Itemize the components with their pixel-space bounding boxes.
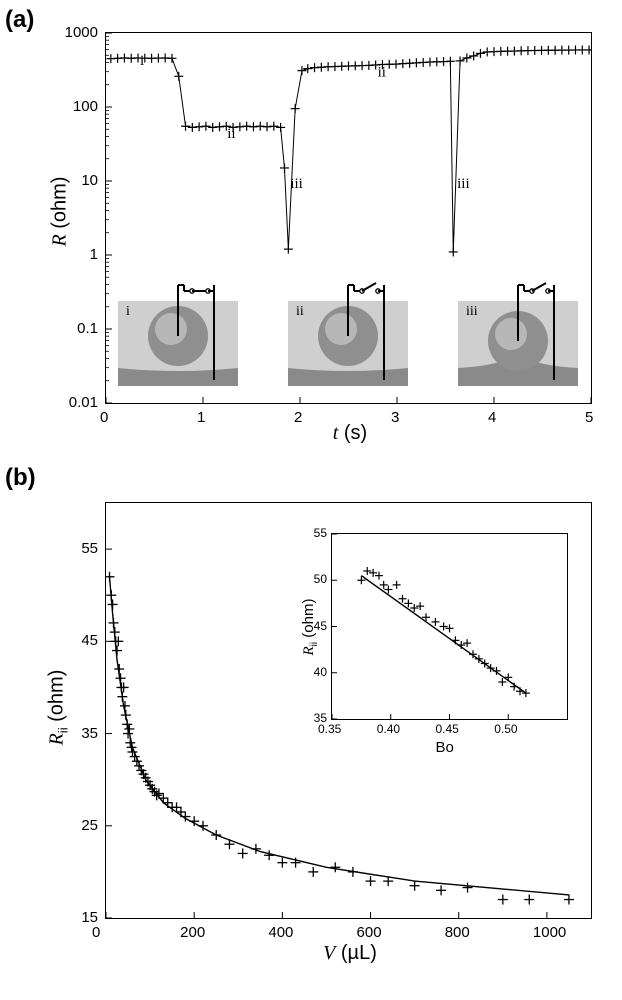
svg-text:i: i <box>140 53 144 69</box>
chart-a-xtick: 0 <box>100 409 108 426</box>
chart-b-inset-xtick: 0.50 <box>494 722 517 736</box>
chart-b-box: 0.350.400.450.503540455055Rii (ohm)Bo 02… <box>105 502 592 919</box>
inset-diagram-i: i <box>118 281 238 386</box>
chart-a-xtick: 1 <box>197 409 205 426</box>
chart-a-xtick: 2 <box>294 409 302 426</box>
chart-b-xtick: 400 <box>268 924 293 941</box>
chart-b-inset-svg <box>332 534 567 719</box>
svg-text:ii: ii <box>227 126 235 142</box>
chart-a-ytick: 0.01 <box>58 394 98 411</box>
svg-text:ii: ii <box>378 64 386 80</box>
chart-a-xtick: 4 <box>488 409 496 426</box>
chart-b-x-title: V (µL) <box>300 942 400 965</box>
chart-b-inset-ytick: 35 <box>305 711 327 725</box>
chart-a-xtick: 3 <box>391 409 399 426</box>
chart-b-ytick: 35 <box>68 725 98 742</box>
chart-b-inset-xtick: 0.40 <box>377 722 400 736</box>
chart-b-inset-ytick: 55 <box>305 526 327 540</box>
chart-a-box: iiiiiiiiiii i ii iii 0123450.010.1110100… <box>105 32 592 404</box>
svg-text:iii: iii <box>290 176 303 192</box>
panel-a-label: (a) <box>5 6 34 34</box>
svg-text:i: i <box>126 304 130 319</box>
chart-b-ytick: 25 <box>68 817 98 834</box>
inset-diagram-ii: ii <box>288 281 408 386</box>
svg-text:iii: iii <box>457 176 470 192</box>
chart-b-xtick: 800 <box>445 924 470 941</box>
chart-a-ytick: 100 <box>58 98 98 115</box>
chart-b-inset-box: 0.350.400.450.503540455055Rii (ohm)Bo <box>331 533 568 720</box>
chart-a-x-title: t (s) <box>310 422 390 445</box>
chart-b-xtick: 1000 <box>533 924 566 941</box>
chart-a-y-title: R (ohm) <box>49 172 72 252</box>
panel-b-label: (b) <box>5 464 36 492</box>
chart-b-xtick: 0 <box>92 924 100 941</box>
svg-text:ii: ii <box>296 304 304 319</box>
chart-b-xtick: 200 <box>180 924 205 941</box>
chart-b-xtick: 600 <box>357 924 382 941</box>
chart-b-inset-x-title: Bo <box>436 739 454 756</box>
chart-a-ytick: 0.1 <box>58 320 98 337</box>
chart-a-xtick: 5 <box>585 409 593 426</box>
inset-diagram-iii: iii <box>458 281 578 386</box>
chart-a-ytick: 1000 <box>58 24 98 41</box>
svg-text:iii: iii <box>466 304 478 319</box>
chart-b-ytick: 55 <box>68 540 98 557</box>
chart-b-ytick: 45 <box>68 632 98 649</box>
chart-b-y-title: Rii (ohm) <box>46 658 71 758</box>
chart-b-inset-y-title: Rii (ohm) <box>300 587 320 667</box>
page-root: (a) iiiiiiiiiii i ii iii 0123450.010.111… <box>0 0 622 1000</box>
chart-b-inset-ytick: 50 <box>305 572 327 586</box>
chart-b-inset-xtick: 0.45 <box>436 722 459 736</box>
chart-b-ytick: 15 <box>68 909 98 926</box>
